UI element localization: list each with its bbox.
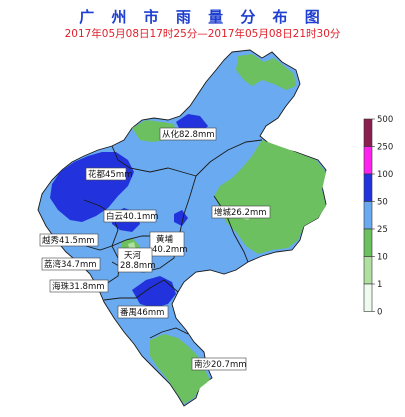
svg-text:荔湾34.7mm: 荔湾34.7mm — [44, 259, 97, 270]
svg-text:黄埔: 黄埔 — [156, 234, 174, 245]
svg-text:海珠31.8mm: 海珠31.8mm — [52, 281, 105, 292]
district-label-nansha: 南沙20.7mm — [191, 357, 247, 371]
legend-tick-label: 25 — [377, 225, 388, 235]
rain-zone-50-100-panyu — [132, 276, 176, 308]
legend-tick-label: 50 — [377, 198, 388, 208]
legend-tick-label: 10 — [377, 253, 388, 263]
legend-band-100-250 — [363, 146, 373, 175]
district-label-huadu: 花都45mm — [85, 167, 132, 181]
rain-zone-10-25-north — [236, 54, 296, 90]
legend-tick-label: 100 — [377, 170, 393, 180]
district-label-conghua: 从化82.8mm — [159, 127, 217, 141]
svg-text:白云40.1mm: 白云40.1mm — [106, 211, 159, 222]
legend-tick-label: 250 — [377, 143, 393, 153]
district-label-huangpu: 黄埔 40.2mm — [149, 231, 188, 257]
district-label-haizhu: 海珠31.8mm — [49, 279, 109, 293]
legend-band-10-25 — [363, 228, 373, 257]
district-label-baiyun: 白云40.1mm — [103, 209, 159, 223]
svg-text:越秀41.5mm: 越秀41.5mm — [42, 235, 95, 246]
map-title: 广 州 市 雨 量 分 布 图 — [79, 8, 326, 26]
rain-zone-10-25-east — [214, 140, 326, 254]
svg-text:增城26.2mm: 增城26.2mm — [214, 207, 267, 218]
svg-text:南沙20.7mm: 南沙20.7mm — [194, 359, 247, 370]
district-label-yuexiu: 越秀41.5mm — [39, 233, 99, 247]
district-label-zengcheng: 增城26.2mm — [211, 205, 271, 219]
district-label-tianhe: 天河 28.8mm — [117, 247, 156, 273]
svg-text:番禺46mm: 番禺46mm — [120, 307, 164, 318]
svg-text:28.8mm: 28.8mm — [120, 261, 156, 271]
svg-text:从化82.8mm: 从化82.8mm — [162, 129, 215, 140]
map-subtitle: 2017年05月08日17时25分—2017年05月08日21时30分 — [64, 28, 341, 40]
district-label-liwan: 荔湾34.7mm — [41, 257, 101, 271]
legend-tick-label: 1 — [377, 280, 382, 290]
legend-tick-label: 0 — [377, 308, 382, 318]
legend-band-25-50 — [363, 201, 373, 230]
rain-zone-50-100-huangpu — [174, 210, 188, 226]
legend-band-50-100 — [363, 173, 373, 202]
legend-band-1-10 — [363, 256, 373, 285]
legend-tick-label: 500 — [377, 115, 393, 125]
district-label-panyu: 番禺46mm — [117, 305, 169, 319]
svg-text:40.2mm: 40.2mm — [152, 245, 188, 255]
svg-text:天河: 天河 — [124, 250, 142, 261]
rain-zone-10-25-south — [150, 334, 210, 404]
svg-text:花都45mm: 花都45mm — [88, 169, 132, 180]
legend-band-0-1 — [363, 283, 373, 312]
legend-band-250-500 — [363, 118, 373, 147]
